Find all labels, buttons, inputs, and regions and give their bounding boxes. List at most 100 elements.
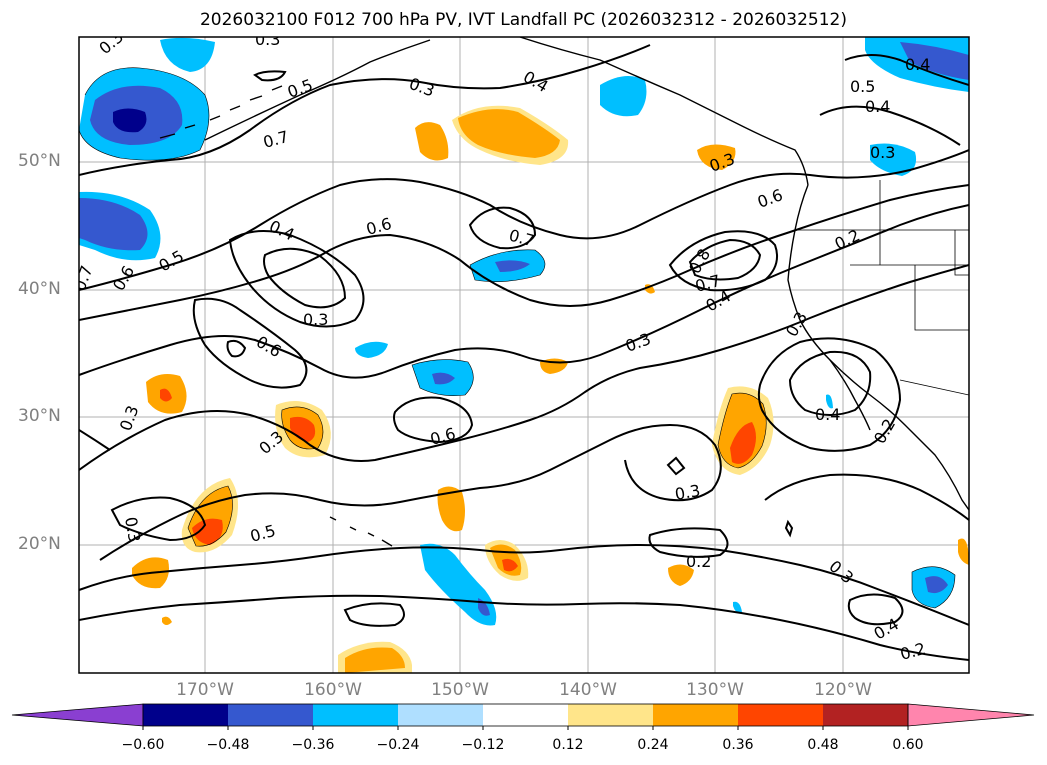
lon-label-170w: 170°W	[176, 680, 234, 700]
pv-contour	[393, 396, 474, 444]
pv-contour	[764, 473, 969, 521]
pv-contour	[648, 527, 729, 558]
pv-contour	[668, 230, 778, 292]
positive-pv-patch	[415, 122, 449, 161]
positive-pv-patch	[162, 616, 172, 625]
pv-contour	[79, 204, 969, 379]
negative-pv-patch	[79, 198, 148, 251]
coastlines	[159, 37, 969, 547]
lon-label-150w: 150°W	[431, 680, 489, 700]
negative-pv-patch	[733, 601, 742, 613]
pv-contour	[844, 54, 969, 86]
pv-contour	[819, 105, 961, 146]
positive-pv-patch	[458, 109, 560, 158]
alaska-coastline	[204, 37, 809, 186]
colorbar-segment	[228, 704, 313, 726]
negative-pv-patch	[600, 76, 647, 117]
negative-pv-patch	[900, 42, 969, 80]
negative-pv-patch	[925, 576, 948, 594]
contour-label: 0.5	[850, 77, 875, 96]
negative-pv-patch	[420, 543, 497, 626]
pv-contour	[666, 456, 686, 476]
colorbar-segment	[398, 704, 483, 726]
pv-contour	[788, 350, 872, 416]
positive-pv-patch	[192, 518, 223, 545]
pv-contour	[79, 184, 969, 321]
negative-pv-patch	[826, 394, 833, 409]
positive-pv-patch	[437, 486, 465, 532]
positive-pv-patch	[502, 558, 518, 572]
negative-pv-patch	[495, 260, 530, 272]
hawaii-islands	[329, 516, 393, 547]
map-panel: 0.3 0.3 0.5 0.3 0.4 0.7 0.5 0.4 0.4 0.3 …	[78, 30, 970, 674]
colorbar-tick-label: 0.36	[722, 737, 754, 753]
pv-contour	[343, 602, 405, 627]
contour-label: 0.4	[905, 55, 930, 74]
colorbar-tick-label: −0.36	[291, 737, 335, 753]
colorbar-tick-label: 0.12	[552, 737, 584, 753]
colorbar-segment	[738, 704, 823, 726]
pv-contours	[79, 44, 969, 661]
negative-pv-patch	[870, 143, 917, 176]
pv-contour	[847, 593, 904, 626]
pv-contour	[79, 543, 969, 626]
negative-pv-patch	[160, 37, 215, 72]
pv-contour	[226, 339, 247, 358]
colorbar-segment	[568, 704, 653, 726]
contour-label: 0.3	[255, 30, 280, 49]
positive-pv-patch	[160, 388, 172, 402]
contour-label: 0.3	[673, 481, 701, 504]
contour-label: 0.3	[121, 515, 144, 543]
positive-pv-patch	[345, 647, 405, 673]
contour-label: 0.3	[303, 310, 328, 329]
pv-contour	[468, 206, 537, 250]
pv-contour	[228, 230, 365, 328]
colorbar-segment	[483, 704, 568, 726]
pv-contour	[110, 496, 207, 542]
colorbar-tick-label: −0.12	[461, 737, 505, 753]
borders	[795, 180, 969, 396]
colorbar-segment	[653, 704, 738, 726]
contour-label: 0.4	[815, 405, 840, 424]
colorbar-extend-low	[11, 703, 144, 727]
pv-contour	[99, 423, 722, 561]
patch-outlines	[79, 67, 956, 609]
colorbar-tick-label: −0.60	[121, 737, 165, 753]
colorbar-tick-label: 0.60	[892, 737, 924, 753]
pv-contour	[253, 70, 287, 82]
lon-label-140w: 140°W	[559, 680, 617, 700]
pv-contour	[192, 297, 308, 389]
contour-label: 0.2	[686, 552, 711, 571]
negative-pv-patch	[355, 341, 388, 358]
contour-label: 0.3	[870, 143, 895, 162]
map-title: 2026032100 F012 700 hPa PV, IVT Landfall…	[199, 10, 847, 30]
colorbar-tick-label: 0.48	[807, 737, 839, 753]
pv-contour	[688, 238, 762, 281]
colorbar-frame	[142, 703, 909, 727]
positive-pv-patch	[697, 144, 736, 170]
negative-pv-patch	[113, 108, 147, 133]
negative-pv-patch	[432, 372, 455, 385]
lat-label-20n: 20°N	[18, 534, 61, 554]
pv-contour	[784, 519, 794, 538]
lat-label-30n: 30°N	[18, 406, 61, 426]
pv-contour	[757, 337, 902, 452]
lon-label-160w: 160°W	[304, 680, 362, 700]
colorbar-tick-label: −0.24	[376, 737, 420, 753]
lat-label-50n: 50°N	[18, 151, 61, 171]
positive-pv-patch	[958, 538, 969, 565]
baja-california	[829, 359, 871, 431]
contour-label: 0.4	[865, 97, 890, 116]
lat-label-40n: 40°N	[18, 279, 61, 299]
lon-label-120w: 120°W	[814, 680, 872, 700]
colorbar-segment	[823, 704, 908, 726]
colorbar-extend-high	[907, 703, 1035, 727]
negative-pv-patches	[79, 37, 969, 626]
pv-contour	[79, 44, 651, 176]
colorbar-tick-label: 0.24	[637, 737, 669, 753]
pv-contour	[263, 247, 347, 309]
map-frame	[78, 36, 970, 674]
pv-contour	[79, 429, 111, 451]
colorbar-segment	[313, 704, 398, 726]
pv-contour	[79, 594, 969, 661]
